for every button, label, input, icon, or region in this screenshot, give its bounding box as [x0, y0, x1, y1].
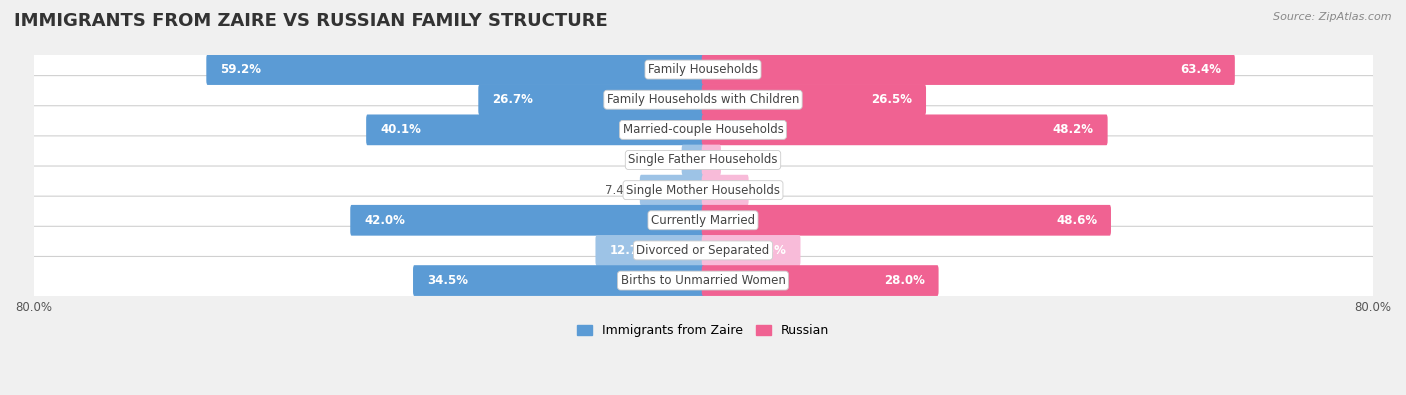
FancyBboxPatch shape: [31, 166, 1375, 214]
FancyBboxPatch shape: [702, 145, 721, 175]
FancyBboxPatch shape: [702, 54, 1234, 85]
Text: 42.0%: 42.0%: [364, 214, 405, 227]
Legend: Immigrants from Zaire, Russian: Immigrants from Zaire, Russian: [572, 320, 834, 342]
FancyBboxPatch shape: [413, 265, 704, 296]
FancyBboxPatch shape: [702, 175, 748, 205]
FancyBboxPatch shape: [702, 235, 800, 266]
Text: 2.4%: 2.4%: [647, 154, 676, 167]
Text: 2.0%: 2.0%: [727, 154, 756, 167]
FancyBboxPatch shape: [366, 115, 704, 145]
Text: Family Households: Family Households: [648, 63, 758, 76]
FancyBboxPatch shape: [31, 196, 1375, 245]
FancyBboxPatch shape: [31, 226, 1375, 275]
Text: 34.5%: 34.5%: [427, 274, 468, 287]
Text: Family Households with Children: Family Households with Children: [607, 93, 799, 106]
FancyBboxPatch shape: [702, 85, 927, 115]
FancyBboxPatch shape: [31, 136, 1375, 184]
FancyBboxPatch shape: [31, 75, 1375, 124]
FancyBboxPatch shape: [31, 106, 1375, 154]
Text: 7.4%: 7.4%: [605, 184, 634, 197]
Text: 59.2%: 59.2%: [221, 63, 262, 76]
Text: 63.4%: 63.4%: [1180, 63, 1220, 76]
Text: 28.0%: 28.0%: [884, 274, 925, 287]
Text: 11.5%: 11.5%: [745, 244, 787, 257]
Text: Divorced or Separated: Divorced or Separated: [637, 244, 769, 257]
FancyBboxPatch shape: [640, 175, 704, 205]
FancyBboxPatch shape: [702, 205, 1111, 236]
Text: 12.7%: 12.7%: [609, 244, 650, 257]
Text: 5.3%: 5.3%: [754, 184, 783, 197]
Text: 40.1%: 40.1%: [380, 123, 420, 136]
Text: Currently Married: Currently Married: [651, 214, 755, 227]
Text: Source: ZipAtlas.com: Source: ZipAtlas.com: [1274, 12, 1392, 22]
FancyBboxPatch shape: [207, 54, 704, 85]
Text: 48.6%: 48.6%: [1056, 214, 1097, 227]
Text: Single Father Households: Single Father Households: [628, 154, 778, 167]
FancyBboxPatch shape: [31, 45, 1375, 94]
FancyBboxPatch shape: [702, 115, 1108, 145]
Text: Single Mother Households: Single Mother Households: [626, 184, 780, 197]
FancyBboxPatch shape: [682, 145, 704, 175]
Text: IMMIGRANTS FROM ZAIRE VS RUSSIAN FAMILY STRUCTURE: IMMIGRANTS FROM ZAIRE VS RUSSIAN FAMILY …: [14, 12, 607, 30]
FancyBboxPatch shape: [702, 265, 939, 296]
Text: 26.7%: 26.7%: [492, 93, 533, 106]
Text: 48.2%: 48.2%: [1053, 123, 1094, 136]
FancyBboxPatch shape: [31, 256, 1375, 305]
FancyBboxPatch shape: [350, 205, 704, 236]
Text: 26.5%: 26.5%: [872, 93, 912, 106]
Text: Births to Unmarried Women: Births to Unmarried Women: [620, 274, 786, 287]
FancyBboxPatch shape: [478, 85, 704, 115]
FancyBboxPatch shape: [596, 235, 704, 266]
Text: Married-couple Households: Married-couple Households: [623, 123, 783, 136]
